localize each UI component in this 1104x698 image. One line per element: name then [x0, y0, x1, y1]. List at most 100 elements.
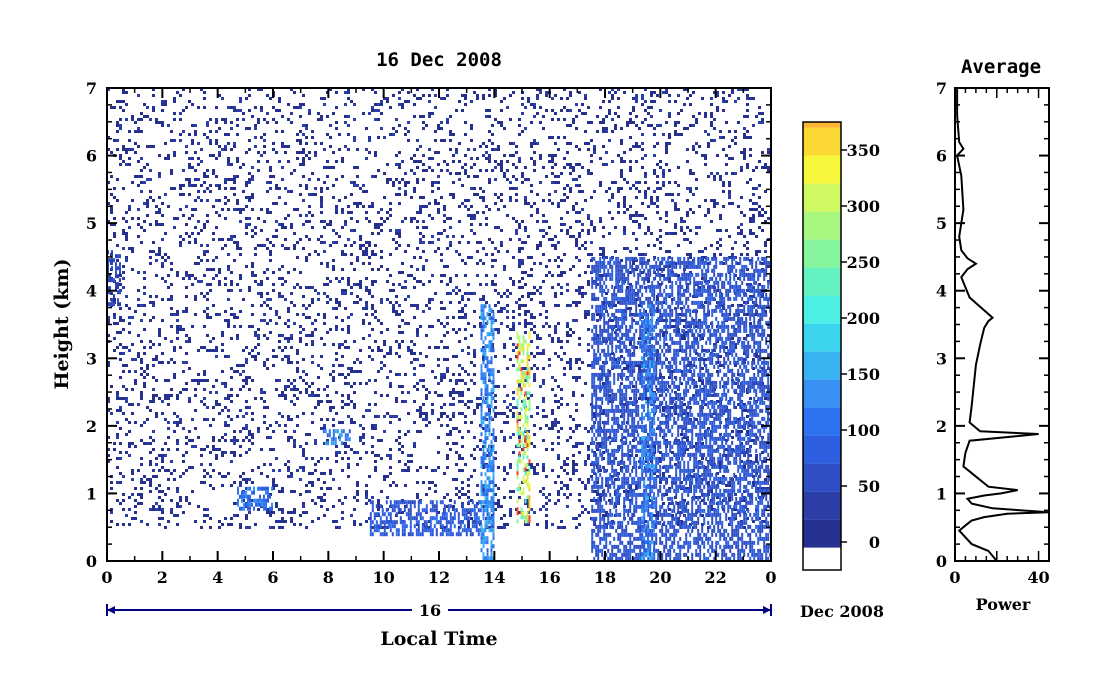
heatmap-cell [335, 127, 338, 130]
heatmap-cell [590, 121, 593, 124]
heatmap-cell [488, 115, 491, 118]
heatmap-cell [296, 313, 299, 316]
heatmap-cell [341, 250, 344, 253]
heatmap-cell [656, 94, 659, 97]
heatmap-cell [197, 106, 200, 109]
heatmap-cell [449, 394, 452, 397]
heatmap-cell [566, 340, 569, 343]
heatmap-cell [338, 133, 341, 136]
heatmap-cell [725, 172, 728, 175]
heatmap-cell [461, 307, 464, 310]
heatmap-cell [257, 334, 260, 337]
heatmap-cell [587, 142, 590, 145]
heatmap-cell [494, 319, 497, 322]
heatmap-cell [386, 217, 389, 220]
heatmap-cell [452, 388, 455, 391]
heatmap-cell [467, 199, 470, 202]
heatmap-cell [590, 172, 593, 175]
heatmap-cell [674, 262, 677, 265]
heatmap-cell [203, 379, 206, 382]
heatmap-cell [728, 193, 731, 196]
heatmap-cell [119, 409, 122, 412]
heatmap-cell [230, 394, 233, 397]
heatmap-cell [371, 427, 374, 430]
heatmap-cell [149, 478, 152, 481]
heatmap-cell [515, 151, 518, 154]
heatmap-cell [479, 187, 482, 190]
heatmap-cell [122, 232, 125, 235]
heatmap-cell [398, 124, 401, 127]
heatmap-cell [377, 499, 380, 502]
heatmap-cell [197, 505, 200, 508]
heatmap-cell [599, 499, 602, 502]
heatmap-cell [707, 133, 710, 136]
heatmap-cell [218, 154, 221, 157]
heatmap-cell [335, 412, 338, 415]
heatmap-cell [131, 493, 134, 496]
heatmap-cell [350, 253, 353, 256]
heatmap-cell [386, 394, 389, 397]
heatmap-cell [197, 163, 200, 166]
heatmap-cell [122, 493, 125, 496]
heatmap-cell [344, 403, 347, 406]
heatmap-cell [440, 169, 443, 172]
heatmap-cell [347, 394, 350, 397]
heatmap-cell [443, 274, 446, 277]
heatmap-cell [137, 223, 140, 226]
heatmap-cell [437, 208, 440, 211]
heatmap-cell [161, 214, 164, 217]
heatmap-cell [710, 508, 713, 511]
heatmap-cell [362, 436, 365, 439]
heatmap-cell [284, 238, 287, 241]
heatmap-cell [359, 439, 362, 442]
heatmap-cell [239, 364, 242, 367]
heatmap-cell [692, 124, 695, 127]
heatmap-cell [353, 361, 356, 364]
heatmap-cell [152, 358, 155, 361]
heatmap-cell [674, 412, 677, 415]
heatmap-cell [233, 178, 236, 181]
heatmap-cell [131, 358, 134, 361]
heatmap-cell [170, 340, 173, 343]
heatmap-cell [539, 508, 542, 511]
heatmap-cell [269, 241, 272, 244]
heatmap-cell [395, 415, 398, 418]
heatmap-cell [488, 238, 491, 241]
heatmap-cell [251, 379, 254, 382]
heatmap-cell [413, 385, 416, 388]
heatmap-cell [233, 106, 236, 109]
heatmap-cell [269, 331, 272, 334]
heatmap-cell [365, 289, 368, 292]
heatmap-cell [557, 265, 560, 268]
heatmap-cell [242, 427, 245, 430]
heatmap-cell [533, 151, 536, 154]
heatmap-cell [338, 451, 341, 454]
heatmap-cell [440, 373, 443, 376]
heatmap-cell [284, 187, 287, 190]
heatmap-cell [416, 328, 419, 331]
heatmap-cell [269, 319, 272, 322]
heatmap-cell [728, 202, 731, 205]
heatmap-cell [311, 499, 314, 502]
heatmap-cell [353, 118, 356, 121]
heatmap-cell [719, 463, 722, 466]
heatmap-cell [389, 484, 392, 487]
heatmap-cell [293, 286, 296, 289]
heatmap-cell [692, 145, 695, 148]
heatmap-cell [173, 346, 176, 349]
heatmap-cell [467, 322, 470, 325]
heatmap-cell [476, 493, 479, 496]
heatmap-cell [167, 124, 170, 127]
heatmap-cell [446, 88, 449, 91]
heatmap-cell [608, 400, 611, 403]
heatmap-cell [341, 268, 344, 271]
heatmap-cell [686, 211, 689, 214]
heatmap-cell [584, 247, 587, 250]
heatmap-cell [287, 160, 290, 163]
heatmap-cell [185, 496, 188, 499]
heatmap-cell [374, 154, 377, 157]
heatmap-cell [122, 328, 125, 331]
heatmap-cell [107, 181, 110, 184]
heatmap-cell [362, 250, 365, 253]
heatmap-cell [143, 352, 146, 355]
